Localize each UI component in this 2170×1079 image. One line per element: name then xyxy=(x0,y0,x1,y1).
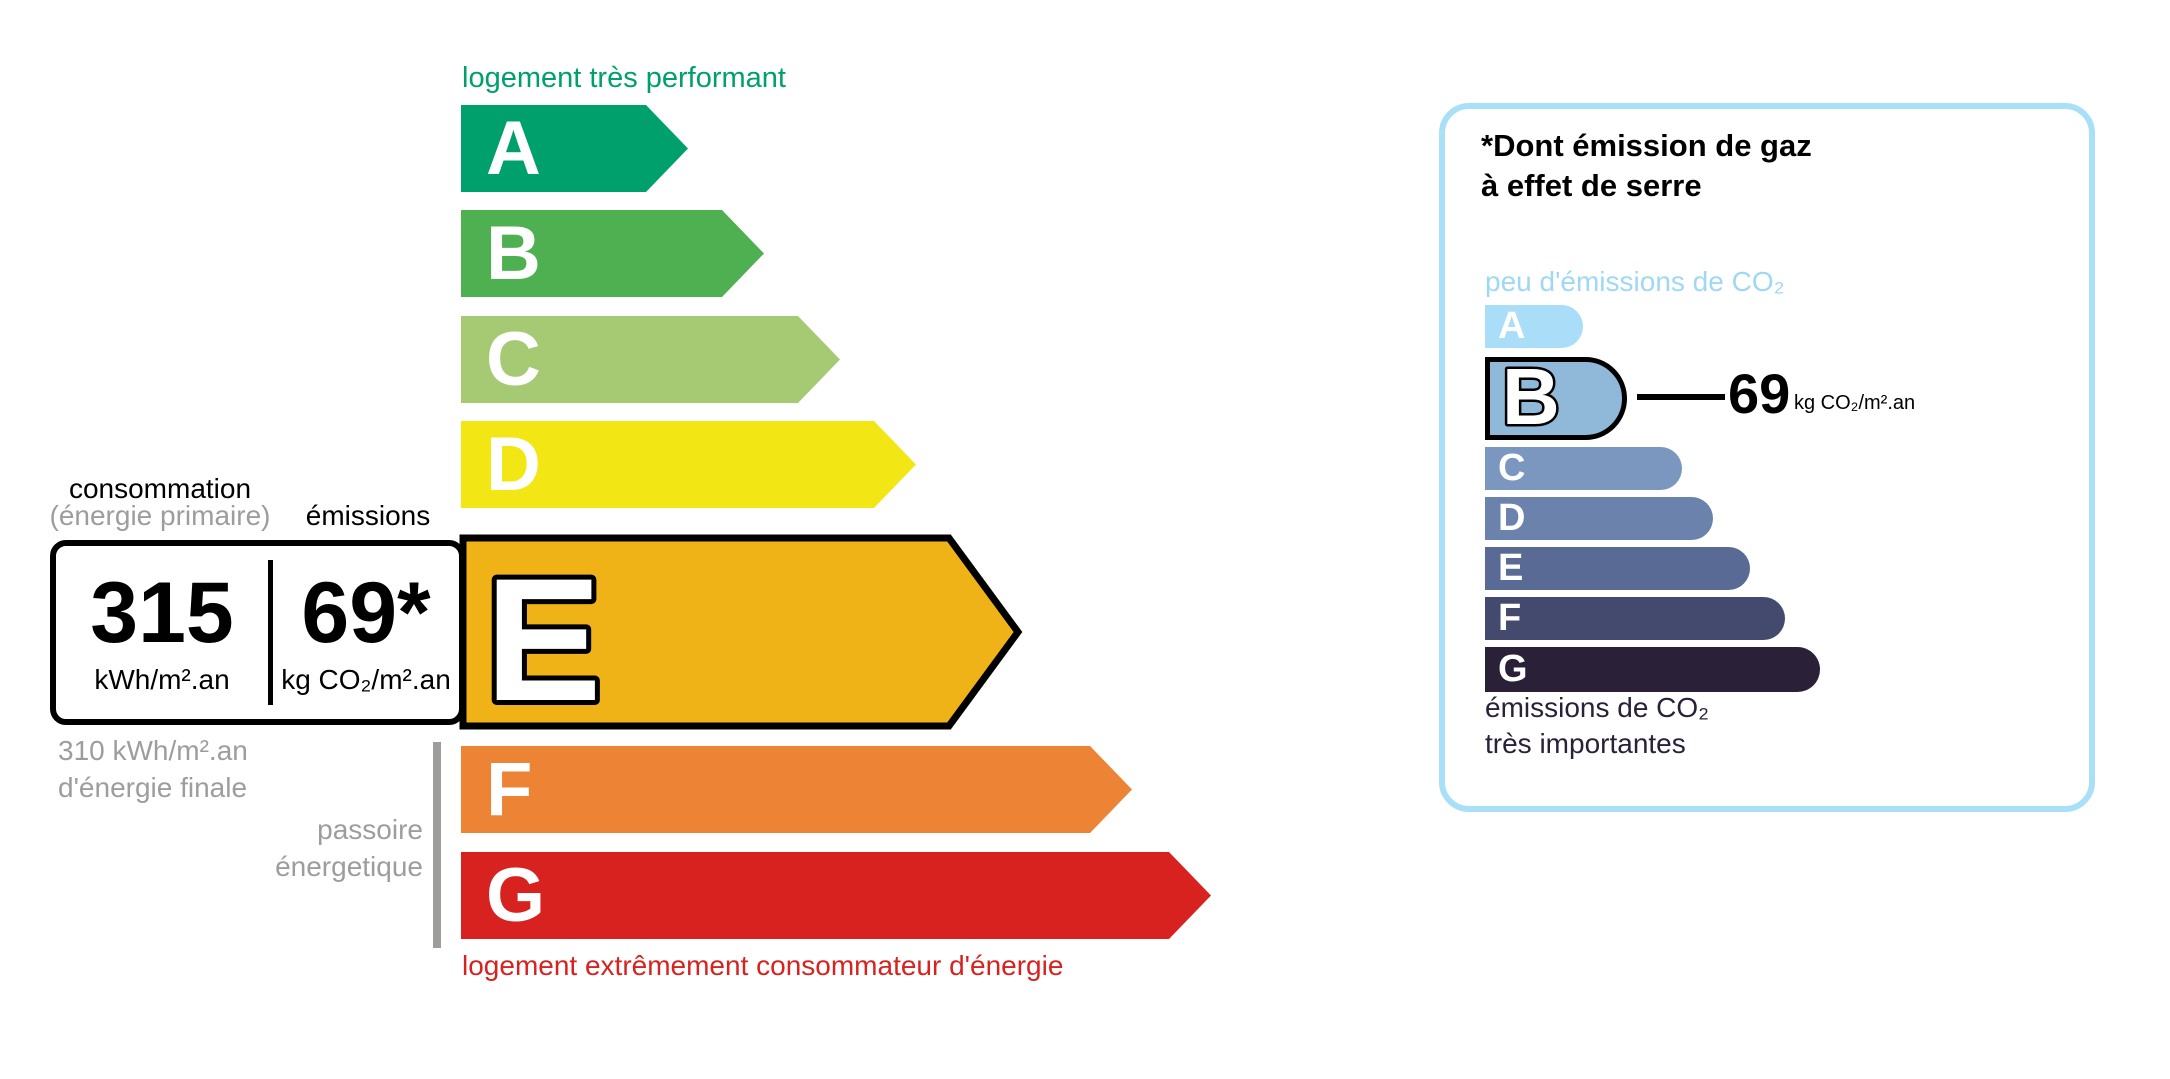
energy-class-e-arrow-current: E xyxy=(459,534,1023,730)
co2-caption-top: peu d'émissions de CO₂ xyxy=(1485,266,1785,297)
energy-class-b-arrow: B xyxy=(461,210,764,297)
co2-class-a-bar: A xyxy=(1485,305,1583,348)
co2-class-b-letter: B xyxy=(1502,362,1560,436)
co2-class-d-letter: D xyxy=(1498,497,1526,539)
co2-class-a-letter: A xyxy=(1498,305,1526,347)
co2-class-g-bar: G xyxy=(1485,647,1820,692)
co2-class-f-bar: F xyxy=(1485,597,1785,640)
co2-value: 69 xyxy=(1728,362,1791,425)
co2-panel-title-line1: *Dont émission de gaz xyxy=(1481,128,1812,163)
bottom-caption: logement extrêmement consommateur d'éner… xyxy=(462,950,1064,981)
energy-class-c-arrow: C xyxy=(461,316,840,403)
energy-class-d-arrow: D xyxy=(461,421,916,508)
emissions-unit: kg CO₂/m².an xyxy=(281,663,451,695)
energy-sieve-bar xyxy=(433,742,441,948)
consumption-value: 315 xyxy=(90,564,234,661)
final-energy-line1: 310 kWh/m².an xyxy=(58,735,248,766)
rating-box: 315 kWh/m².an 69* kg CO₂/m².an xyxy=(50,540,465,725)
consumption-cell: 315 kWh/m².an xyxy=(56,546,268,719)
emissions-value: 69* xyxy=(301,564,431,661)
co2-class-e-bar: E xyxy=(1485,547,1750,590)
co2-class-b-letter-svg: B xyxy=(1500,362,1563,436)
consumption-unit: kWh/m².an xyxy=(94,663,230,695)
co2-value-unit: kg CO₂/m².an xyxy=(1794,392,1916,414)
co2-class-c-bar: C xyxy=(1485,447,1682,490)
co2-caption-bottom-line2: très importantes xyxy=(1485,728,1686,760)
energy-class-e-letter: E xyxy=(485,543,602,730)
energy-class-g-arrow: G xyxy=(461,852,1211,939)
final-energy-note: 310 kWh/m².an d'énergie finale xyxy=(58,733,248,807)
consumption-subheader: (énergie primaire) xyxy=(49,500,271,531)
energy-class-c-letter: C xyxy=(486,317,541,402)
co2-class-f-letter: F xyxy=(1498,597,1522,639)
co2-panel-title-line2: à effet de serre xyxy=(1481,167,1702,203)
co2-class-e-letter: E xyxy=(1498,547,1524,589)
co2-class-g-letter: G xyxy=(1498,648,1528,690)
co2-caption-bottom-line1: émissions de CO₂ xyxy=(1485,692,1710,723)
energy-class-b-letter: B xyxy=(486,211,541,296)
co2-class-b-pill-current: B xyxy=(1485,357,1627,440)
co2-panel-title: *Dont émission de gaz à effet de serre xyxy=(1481,126,1812,205)
energy-class-a-letter: A xyxy=(486,106,541,191)
energy-class-d-letter: D xyxy=(486,422,541,507)
emissions-cell: 69* kg CO₂/m².an xyxy=(273,546,459,719)
energy-class-g-letter: G xyxy=(486,853,546,938)
energy-class-f-arrow: F xyxy=(461,746,1132,833)
energy-class-f-letter: F xyxy=(486,747,533,832)
energy-sieve-note: passoire énergetique xyxy=(143,812,423,886)
co2-class-c-letter: C xyxy=(1498,447,1526,489)
co2-caption-bottom: émissions de CO₂ très importantes xyxy=(1485,690,1709,763)
top-caption: logement très performant xyxy=(462,62,786,94)
energy-class-e-arrow-shape xyxy=(459,534,1023,730)
co2-value-connector-line xyxy=(1637,394,1725,400)
consumption-header: consommation xyxy=(68,473,252,504)
emissions-header: émissions xyxy=(305,500,431,531)
co2-class-d-bar: D xyxy=(1485,497,1713,540)
rating-box-divider xyxy=(268,560,273,705)
energy-class-a-arrow: A xyxy=(461,105,688,192)
energy-sieve-line2: énergetique xyxy=(275,850,423,882)
final-energy-line2: d'énergie finale xyxy=(58,771,248,803)
energy-sieve-line1: passoire xyxy=(317,814,423,845)
